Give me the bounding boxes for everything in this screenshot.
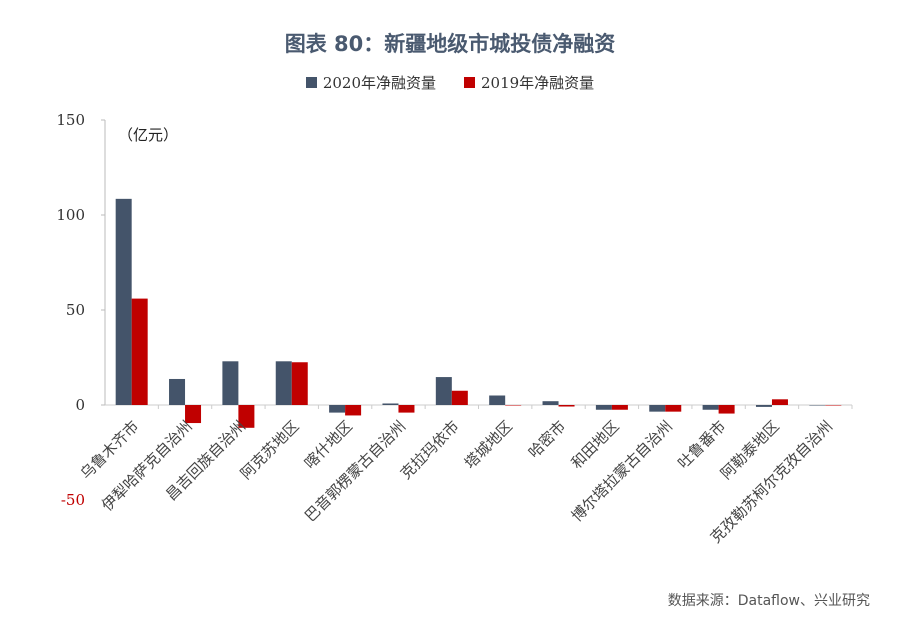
bar-2019 (611, 405, 628, 410)
x-tick-label: 喀什地区 (301, 417, 356, 472)
bar-2020 (222, 361, 239, 405)
bar-2020 (115, 198, 132, 405)
x-tick-label: 博尔塔拉蒙古自治州 (568, 417, 676, 525)
bar-2019 (291, 362, 308, 405)
legend-label: 2020年净融资量 (322, 74, 436, 92)
bar-2019 (345, 405, 362, 416)
legend: 2020年净融资量 2019年净融资量 (0, 72, 900, 93)
legend-swatch (305, 77, 317, 88)
bar-2019 (398, 405, 415, 413)
y-tick-label: 50 (66, 301, 85, 319)
bar-2020 (382, 403, 399, 405)
bar-2020 (595, 405, 612, 410)
bar-2020 (809, 405, 826, 406)
source-note: 数据来源：Dataflow、兴业研究 (667, 593, 870, 609)
bar-2020 (542, 401, 559, 405)
legend-swatch (464, 77, 475, 88)
x-tick-label: 塔城地区 (461, 417, 516, 472)
bar-2019 (185, 405, 202, 424)
x-tick-label: 伊犁哈萨克自治州 (98, 417, 196, 515)
x-tick-label: 吐鲁番市 (674, 417, 729, 472)
bar-2020 (702, 405, 719, 410)
legend-item-2020: 2020年净融资量 (305, 72, 436, 93)
bar-2019 (771, 399, 788, 405)
bar-2020 (435, 377, 452, 405)
bar-2020 (329, 405, 346, 413)
x-tick-label: 巴音郭楞蒙古自治州 (301, 417, 409, 525)
chart-title: 图表 80：新疆地级市城投债净融资 (284, 32, 616, 56)
x-tick-label: 克拉玛依市 (397, 417, 463, 483)
bar-2019 (718, 405, 735, 414)
bar-2020 (489, 395, 506, 405)
bar-2020 (275, 361, 292, 405)
bar-2020 (169, 378, 186, 405)
x-tick-label: 和田地区 (568, 417, 623, 472)
y-tick-label: 100 (56, 206, 85, 224)
y-tick-label: -50 (61, 491, 85, 509)
bar-2019 (505, 405, 522, 406)
bar-2019 (131, 298, 148, 405)
bar-2020 (649, 405, 666, 412)
legend-item-2019: 2019年净融资量 (464, 72, 594, 93)
bar-2019 (451, 390, 468, 405)
bar-2019 (558, 405, 575, 407)
bar-2020 (755, 405, 772, 407)
legend-label: 2019年净融资量 (481, 74, 595, 92)
bar-2019 (665, 405, 682, 412)
x-tick-label: 哈密市 (525, 417, 570, 462)
unit-label: （亿元） (118, 126, 179, 144)
bar-2019 (238, 405, 255, 428)
y-tick-label: 0 (75, 396, 85, 414)
y-tick-label: 150 (56, 111, 85, 129)
bar-2019 (825, 405, 842, 406)
